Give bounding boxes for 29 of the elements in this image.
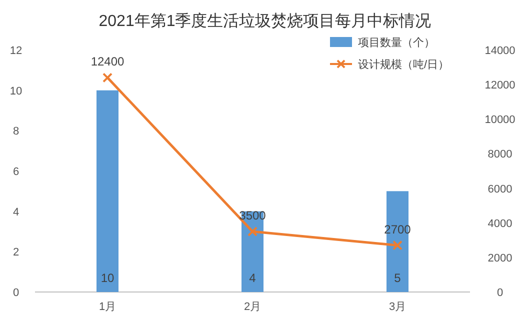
data-label: 5: [394, 271, 402, 285]
point: [392, 240, 402, 250]
point: [248, 226, 258, 236]
y2-tick-label: 6000: [488, 183, 512, 196]
x-tick-label: 1月: [98, 301, 116, 313]
y-tick-label: 12: [10, 45, 22, 57]
y-tick-label: 10: [10, 85, 22, 98]
y2-tick-label: 0: [496, 287, 504, 299]
legend-label: 项目数量（个）: [358, 37, 435, 49]
bar: [96, 90, 118, 292]
y2-tick-label: 12000: [484, 80, 516, 92]
chart-title: 2021年第1季度生活垃圾焚烧项目每月中标情况: [98, 12, 432, 30]
y-tick-label: 0: [12, 287, 20, 299]
x-tick-label: 2月: [244, 301, 262, 313]
y-tick-label: 8: [12, 126, 20, 138]
data-label: 4: [249, 271, 256, 285]
y-tick-label: 6: [12, 166, 20, 178]
point: [102, 72, 112, 83]
x-tick-label: 3月: [388, 301, 406, 313]
y2-tick-label: 2000: [488, 252, 512, 264]
y2-tick-label: 8000: [488, 148, 512, 161]
legend-label: 设计规模（吨/日）: [358, 58, 450, 71]
y2-tick-label: 10000: [484, 114, 516, 126]
data-label: 10: [100, 271, 114, 285]
y-tick-label: 2: [12, 246, 20, 259]
y-tick-label: 4: [12, 206, 20, 218]
y2-tick-label: 14000: [484, 45, 516, 57]
y2-tick-label: 4000: [488, 218, 512, 230]
data-label: 12400: [90, 54, 125, 69]
